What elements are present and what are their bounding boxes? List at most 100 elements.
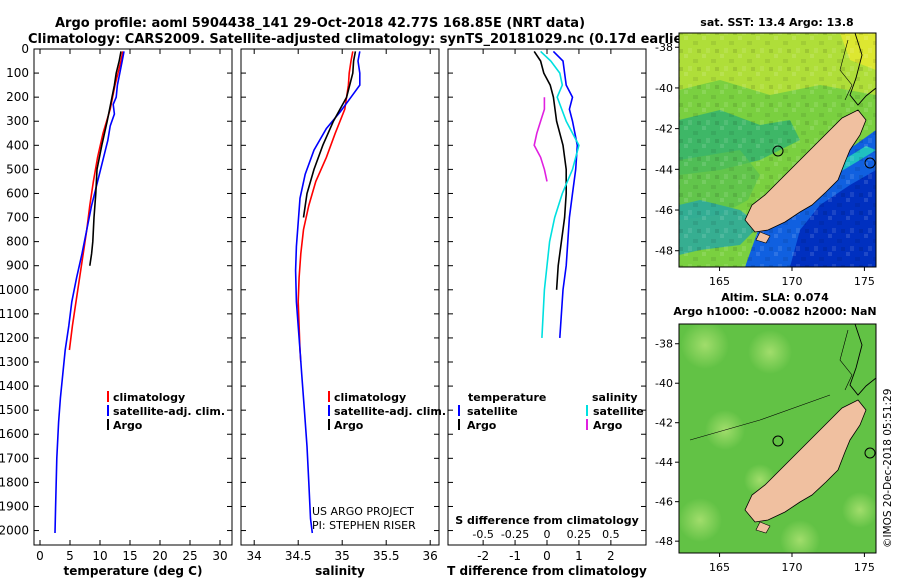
lat-tick-label: -38	[655, 338, 673, 351]
panel-0-series	[54, 51, 125, 534]
lat-tick-label: -48	[655, 245, 673, 258]
sla-map-frame	[678, 323, 877, 554]
legend-salinity-header: salinity	[592, 391, 638, 404]
lat-tick-label: -40	[655, 82, 673, 95]
series-satellite-adj-clim-	[54, 51, 125, 534]
depth-axis: 0 100 200 300 400 500 600 700 800 900 1000 1100 1200…	[0, 42, 29, 538]
x-tick-label: 5	[66, 549, 74, 563]
s-tick-label: -0.25	[501, 528, 529, 541]
series-argo	[302, 51, 357, 218]
x-tick-label: 25	[182, 549, 197, 563]
series-climatology	[297, 51, 354, 363]
sst-title: sat. SST: 13.4 Argo: 13.8	[700, 16, 853, 29]
panel-salinity	[240, 48, 440, 546]
legend-s-satellite: satellite	[593, 405, 644, 418]
depth-tick-label: 700	[6, 211, 29, 225]
series-s-satellite	[540, 50, 580, 338]
depth-tick-label: 1400	[0, 379, 29, 393]
depth-tick-label: 400	[6, 138, 29, 152]
sla-map	[679, 324, 876, 553]
legend-temperature-header: temperature	[468, 391, 546, 404]
x-tick-label: 15	[122, 549, 137, 563]
legend-satellite: satellite-adj. clim.	[113, 405, 225, 418]
legend-climatology: climatology	[113, 391, 185, 404]
legend-difference: temperature satellite Argo salinity sate…	[458, 391, 644, 432]
lat-tick-label: -48	[655, 535, 673, 548]
depth-tick-label: 0	[21, 42, 29, 56]
lat-tick-label: -42	[655, 123, 673, 136]
series-climatology	[68, 51, 124, 351]
depth-tick-label: 500	[6, 162, 29, 176]
legend-argo: Argo	[113, 419, 143, 432]
x-tick-label: 1	[575, 549, 583, 563]
depth-tick-label: 1800	[0, 475, 29, 489]
x-tick-label: 35.5	[373, 549, 400, 563]
depth-tick-label: 1600	[0, 427, 29, 441]
pi-credit: PI: STEPHEN RISER	[312, 519, 416, 532]
lon-tick-label: 165	[709, 561, 730, 574]
series-s-argo	[533, 97, 548, 182]
x-tick-label: 2	[607, 549, 615, 563]
lon-tick-label: 170	[781, 275, 802, 288]
lat-tick-label: -40	[655, 377, 673, 390]
legend-t-argo: Argo	[467, 419, 497, 432]
x-tick-label: 0	[543, 549, 551, 563]
legend-s-argo: Argo	[593, 419, 623, 432]
s-tick-label: 0.5	[602, 528, 620, 541]
depth-tick-label: 300	[6, 114, 29, 128]
s-tick-label: -0.5	[472, 528, 493, 541]
depth-tick-label: 1000	[0, 283, 29, 297]
s-tick-label: 0	[544, 528, 551, 541]
panel-difference	[447, 48, 647, 546]
lat-tick-label: -46	[655, 496, 673, 509]
x-tick-label: 35	[335, 549, 350, 563]
x-tick-label: 36	[423, 549, 438, 563]
legend-t-satellite: satellite	[467, 405, 518, 418]
lon-tick-label: 170	[781, 561, 802, 574]
depth-tick-label: 1700	[0, 451, 29, 465]
x-tick-label: 20	[152, 549, 167, 563]
x-tick-label: 10	[92, 549, 107, 563]
panel-1-series	[294, 51, 361, 534]
lat-tick-label: -38	[655, 41, 673, 54]
legend-satellite: satellite-adj. clim.	[334, 405, 446, 418]
lat-tick-label: -44	[655, 163, 673, 176]
x-tick-label: 34.5	[285, 549, 312, 563]
sst-map-frame	[678, 32, 877, 268]
legend-temperature: climatology satellite-adj. clim. Argo	[107, 391, 225, 432]
depth-tick-label: 1500	[0, 403, 29, 417]
s-tick-label: 0.25	[567, 528, 592, 541]
series-satellite-adj-clim-	[294, 51, 361, 534]
axis-ticks: 0 5 10 15 20 25 30 34 34.5 35 35.5 36 -2 -1 0 1 2 -0.5 -0.…	[34, 48, 646, 563]
depth-tick-label: 200	[6, 90, 29, 104]
depth-tick-label: 1300	[0, 355, 29, 369]
legend-salinity: climatology satellite-adj. clim. Argo US…	[312, 391, 446, 532]
series-lines	[54, 50, 580, 534]
x-tick-label: 0	[36, 549, 44, 563]
series-argo	[89, 51, 122, 266]
sst-map	[679, 33, 876, 267]
panel-temperature	[33, 48, 233, 546]
title-line1: Argo profile: aoml 5904438_141 29-Oct-20…	[55, 16, 585, 31]
legend-climatology: climatology	[334, 391, 406, 404]
lon-tick-label: 165	[709, 275, 730, 288]
depth-tick-label: 1200	[0, 331, 29, 345]
lon-tick-label: 175	[854, 275, 875, 288]
title-line2: Climatology: CARS2009. Satellite-adjuste…	[28, 32, 695, 47]
x-tick-label: 30	[212, 549, 227, 563]
lon-tick-label: 175	[854, 561, 875, 574]
depth-tick-label: 100	[6, 66, 29, 80]
depth-tick-label: 600	[6, 186, 29, 200]
sdiff-xlabel: S difference from climatology	[455, 514, 639, 527]
sla-title1: Altim. SLA: 0.074	[721, 291, 829, 304]
series-t-argo	[533, 50, 568, 290]
x-tick-label: 34	[247, 549, 262, 563]
lat-tick-label: -44	[655, 456, 673, 469]
lat-tick-label: -46	[655, 204, 673, 217]
depth-tick-label: 1900	[0, 499, 29, 513]
depth-tick-label: 800	[6, 235, 29, 249]
depth-tick-label: 2000	[0, 524, 29, 538]
x-tick-label: -2	[477, 549, 489, 563]
lat-tick-label: -42	[655, 417, 673, 430]
